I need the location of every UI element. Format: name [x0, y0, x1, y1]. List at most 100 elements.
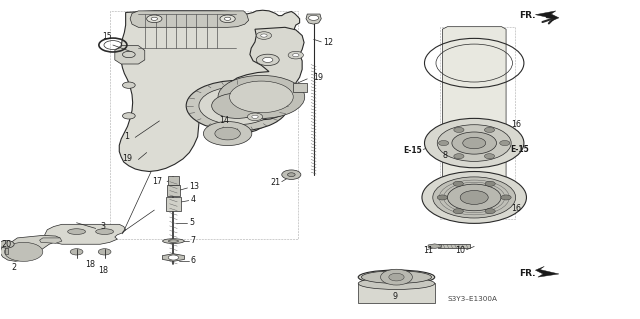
Circle shape: [218, 75, 305, 118]
Bar: [109, 11, 298, 239]
Text: 19: 19: [122, 154, 132, 163]
Circle shape: [484, 127, 495, 132]
Circle shape: [99, 249, 111, 255]
Circle shape: [308, 15, 319, 20]
Circle shape: [463, 137, 486, 149]
Text: 3: 3: [100, 222, 105, 231]
Circle shape: [151, 17, 157, 20]
Text: 16: 16: [511, 120, 521, 129]
Circle shape: [122, 51, 135, 58]
Circle shape: [460, 190, 488, 204]
Circle shape: [204, 122, 252, 145]
Polygon shape: [0, 235, 60, 261]
Text: 13: 13: [189, 182, 200, 191]
Bar: [293, 83, 307, 93]
Circle shape: [168, 255, 179, 260]
Circle shape: [0, 241, 14, 248]
Polygon shape: [442, 27, 506, 216]
Circle shape: [220, 15, 236, 23]
Circle shape: [453, 209, 463, 214]
Bar: [167, 185, 180, 197]
Circle shape: [288, 51, 303, 59]
Text: 18: 18: [99, 266, 108, 275]
Polygon shape: [428, 244, 442, 249]
Bar: [440, 27, 515, 219]
Circle shape: [485, 181, 495, 186]
Polygon shape: [119, 10, 300, 172]
Text: 12: 12: [323, 38, 333, 47]
Circle shape: [485, 209, 495, 214]
Circle shape: [253, 80, 282, 94]
Polygon shape: [40, 238, 62, 243]
Circle shape: [292, 54, 299, 57]
Ellipse shape: [68, 229, 86, 234]
Circle shape: [230, 81, 293, 113]
Text: 5: 5: [189, 218, 195, 226]
Text: 4: 4: [191, 195, 196, 204]
Circle shape: [453, 181, 463, 186]
Circle shape: [287, 173, 295, 177]
Ellipse shape: [168, 240, 179, 242]
Text: 10: 10: [455, 246, 465, 255]
Circle shape: [424, 118, 524, 168]
Text: 19: 19: [314, 73, 324, 82]
Circle shape: [381, 269, 412, 285]
Text: 15: 15: [102, 32, 111, 41]
Text: 8: 8: [442, 151, 447, 160]
Text: E-15: E-15: [403, 145, 422, 154]
Circle shape: [186, 80, 288, 131]
Circle shape: [500, 141, 510, 145]
Text: 16: 16: [511, 204, 521, 213]
Circle shape: [4, 242, 43, 261]
Polygon shape: [536, 266, 559, 277]
Polygon shape: [306, 14, 321, 24]
Ellipse shape: [358, 278, 435, 289]
Circle shape: [70, 249, 83, 255]
Circle shape: [122, 113, 135, 119]
Text: 7: 7: [191, 236, 196, 245]
Polygon shape: [163, 254, 184, 261]
Polygon shape: [45, 224, 125, 244]
Circle shape: [215, 127, 241, 140]
Circle shape: [422, 172, 527, 223]
Circle shape: [199, 87, 275, 125]
Text: 6: 6: [191, 256, 196, 264]
Text: FR.: FR.: [519, 269, 535, 278]
Text: 11: 11: [423, 246, 433, 255]
Polygon shape: [115, 46, 145, 64]
Circle shape: [454, 154, 464, 159]
Text: FR.: FR.: [519, 11, 535, 20]
Ellipse shape: [362, 271, 431, 284]
Ellipse shape: [96, 229, 113, 234]
Circle shape: [389, 273, 404, 281]
Polygon shape: [536, 11, 559, 22]
Text: 21: 21: [270, 178, 280, 187]
Circle shape: [256, 54, 279, 66]
Text: E-15: E-15: [510, 145, 529, 154]
Polygon shape: [130, 11, 248, 27]
Circle shape: [261, 84, 274, 90]
Bar: [358, 284, 435, 303]
Text: 2: 2: [11, 263, 16, 272]
Text: 1: 1: [124, 132, 129, 141]
Bar: [168, 176, 179, 185]
Text: S3Y3–E1300A: S3Y3–E1300A: [448, 296, 498, 302]
Circle shape: [452, 132, 497, 154]
Circle shape: [122, 82, 135, 88]
Circle shape: [247, 113, 262, 121]
Circle shape: [262, 57, 273, 63]
Bar: [166, 197, 181, 211]
Text: 17: 17: [152, 177, 162, 186]
Text: 14: 14: [220, 116, 230, 125]
Circle shape: [282, 170, 301, 179]
Circle shape: [437, 195, 447, 200]
Circle shape: [454, 127, 464, 132]
Text: 20: 20: [1, 240, 12, 249]
Circle shape: [147, 15, 162, 23]
Circle shape: [438, 141, 449, 145]
Circle shape: [437, 125, 511, 161]
Text: 9: 9: [392, 292, 397, 300]
Circle shape: [501, 195, 511, 200]
Text: 18: 18: [86, 260, 95, 269]
Circle shape: [484, 154, 495, 159]
